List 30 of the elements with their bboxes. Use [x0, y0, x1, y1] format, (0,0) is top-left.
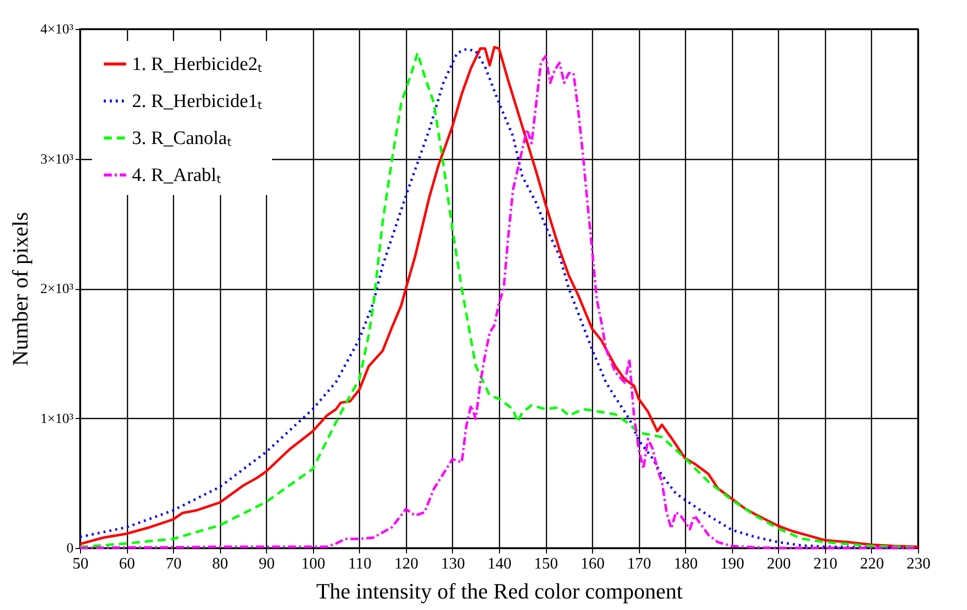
x-tick-label: 150	[534, 556, 558, 572]
legend-label: 1. R_Herbicide2ₜ	[132, 54, 263, 75]
x-tick-label: 220	[860, 556, 884, 572]
x-tick-label: 80	[212, 556, 228, 572]
legend-label: 2. R_Herbicide1ₜ	[132, 91, 263, 112]
y-axis-title: Number of pixels	[7, 212, 32, 366]
x-tick-label: 160	[580, 556, 605, 572]
legend-label: 3. R_Canolaₜ	[132, 128, 232, 149]
x-tick-label: 60	[119, 556, 136, 572]
x-tick-label: 200	[766, 556, 791, 572]
y-tick-label: 0	[66, 542, 74, 556]
y-tick-label: 2×10³	[40, 282, 74, 297]
x-tick-label: 70	[166, 556, 182, 572]
x-tick-label: 50	[72, 556, 88, 572]
x-tick-label: 170	[627, 556, 652, 572]
y-tick-label: 4×10³	[40, 22, 74, 38]
y-tick-label: 3×10³	[40, 152, 74, 168]
x-tick-label: 120	[394, 556, 418, 572]
x-tick-label: 190	[720, 556, 744, 572]
x-tick-label: 110	[348, 556, 372, 572]
x-tick-label: 90	[258, 556, 275, 572]
x-tick-label: 100	[301, 556, 326, 572]
x-tick-label: 230	[906, 556, 930, 572]
x-axis-title: The intensity of the Red color component	[316, 578, 683, 604]
x-tick-label: 210	[813, 556, 838, 572]
y-tick-label: 1×10³	[40, 412, 74, 427]
x-tick-label: 140	[488, 556, 512, 572]
x-tick-label: 130	[440, 556, 465, 572]
x-tick-label: 180	[674, 556, 698, 572]
legend-label: 4. R_Arablₜ	[132, 165, 222, 186]
